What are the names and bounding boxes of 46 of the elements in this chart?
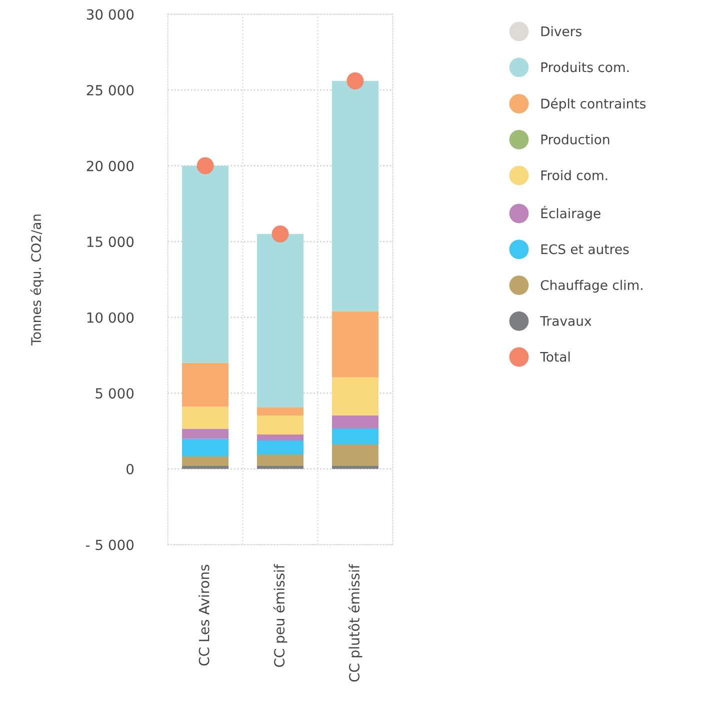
y-tick-label: 30 000 [86, 9, 134, 20]
bar [182, 406, 229, 429]
bar [332, 377, 378, 416]
bar [182, 428, 229, 439]
bar [257, 434, 304, 441]
bar [182, 438, 229, 456]
bar [332, 428, 378, 445]
legend-label: Éclairage [541, 206, 600, 221]
bar [257, 416, 304, 434]
legend-label: Production [541, 134, 610, 144]
bar [182, 362, 229, 407]
legend-label: Total [540, 352, 570, 362]
y-tick-label: 25 000 [86, 84, 134, 96]
y-tick-label: 15 000 [87, 236, 134, 248]
y-tick-label: 10 000 [87, 312, 134, 323]
bar [332, 415, 378, 428]
bar [182, 456, 229, 466]
bar [182, 466, 229, 469]
bar [257, 466, 304, 469]
legend-label: Déplt contraints [541, 98, 646, 112]
y-tick-label: 5 000 [96, 388, 134, 399]
bar [332, 311, 378, 378]
legend-label: Froid com. [541, 170, 608, 180]
legend-label: Produits com. [541, 62, 629, 72]
point [196, 157, 214, 174]
y-tick-label: 0 [126, 464, 134, 474]
legend-label: ECS et autres [541, 244, 629, 254]
x-tick-label: CC plutôt émissif [348, 564, 362, 682]
y-tick-label: 20 000 [86, 160, 134, 172]
legend-label: Chauffage clim. [540, 280, 642, 293]
bar [332, 444, 378, 466]
y-tick-label: - 5 000 [86, 540, 134, 550]
bar [257, 440, 304, 455]
x-tick-label: CC Les Avirons [198, 564, 210, 666]
y-axis-title: Tonnes équ. CO2/an [30, 214, 44, 346]
x-tick-label: CC peu émissif [273, 564, 288, 667]
bar [257, 234, 304, 408]
bar [257, 408, 304, 416]
bar [332, 466, 378, 469]
point [272, 225, 289, 242]
legend-label: Travaux [540, 316, 592, 326]
bar [332, 80, 378, 312]
legend-label: Divers [541, 26, 582, 36]
bar [182, 166, 229, 363]
bar [257, 454, 304, 466]
point [346, 72, 364, 90]
